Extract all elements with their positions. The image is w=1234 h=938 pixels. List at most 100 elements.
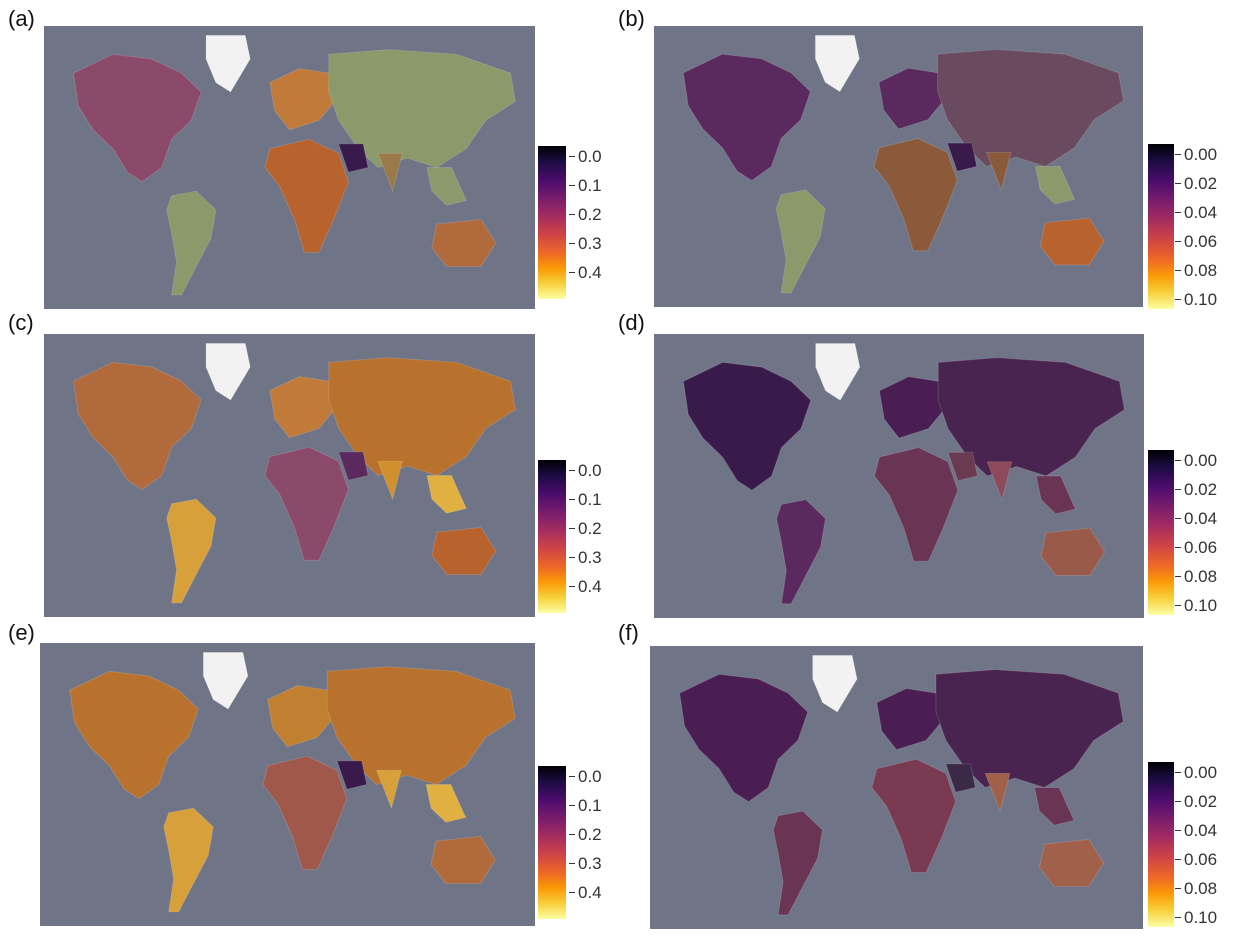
landmass-greenland [815, 342, 861, 401]
colorbar-tick: 0.08 [1174, 879, 1218, 898]
world-map-svg [40, 643, 535, 926]
landmass-north-america [682, 361, 812, 491]
colorbar-tick: 0.4 [569, 883, 602, 902]
colorbar-tick: 0.04 [1174, 203, 1218, 222]
colorbar-gradient-a [538, 146, 566, 299]
landmass-southeast-asia [426, 167, 467, 206]
colorbar-tick: 0.3 [569, 234, 602, 253]
landmass-africa [264, 446, 349, 561]
colorbar-tick: 0.10 [1174, 290, 1218, 309]
colorbar-tick: 0.0 [569, 147, 602, 166]
landmass-greenland [202, 651, 249, 710]
landmass-asia [935, 669, 1124, 789]
panel-label-a: (a) [8, 6, 35, 31]
landmass-southeast-asia [426, 475, 467, 514]
colorbar-tick: 0.02 [1174, 174, 1218, 193]
colorbar-tick: 0.2 [569, 519, 602, 538]
world-map-svg [654, 334, 1144, 618]
map-d [654, 334, 1144, 618]
landmass-asia [328, 49, 516, 169]
colorbar-tick: 0.06 [1174, 850, 1218, 869]
landmass-australia [431, 218, 497, 268]
landmass-europe [878, 67, 948, 130]
landmass-india [985, 151, 1012, 192]
colorbar-tick: 0.04 [1174, 821, 1218, 840]
landmass-southeast-asia [1034, 166, 1076, 205]
landmass-southeast-asia [1033, 787, 1075, 826]
landmass-arabia [336, 760, 368, 790]
landmass-south-america [166, 498, 217, 604]
colorbar-tick: 0.10 [1174, 908, 1218, 927]
landmass-arabia [337, 143, 369, 173]
landmass-arabia [337, 451, 369, 481]
landmass-north-america [72, 53, 202, 183]
landmass-africa [871, 758, 957, 873]
landmass-southeast-asia [1035, 475, 1077, 515]
colorbar-tick: 0.4 [569, 263, 602, 282]
landmass-south-america [775, 189, 826, 294]
colorbar-tick: 0.10 [1174, 596, 1218, 615]
panel-label-f: (f) [618, 620, 639, 645]
colorbar-tick: 0.0 [569, 461, 602, 480]
world-map-svg [44, 26, 535, 309]
colorbar-tick: 0.0 [569, 767, 602, 786]
colorbar-gradient-e [538, 766, 566, 919]
landmass-australia [1038, 838, 1105, 888]
colorbar-gradient-c [538, 460, 566, 613]
colorbar-tick: 0.00 [1174, 451, 1218, 470]
landmass-south-america [163, 807, 214, 913]
colorbar-tick: 0.2 [569, 205, 602, 224]
panel-label-e: (e) [8, 620, 35, 645]
colorbar-gradient-b [1148, 144, 1174, 309]
colorbar-tick: 0.02 [1174, 480, 1218, 499]
colorbar-tick: 0.2 [569, 825, 602, 844]
landmass-north-america [72, 361, 202, 491]
colorbar-tick: 0.4 [569, 577, 602, 596]
landmass-india [377, 460, 404, 501]
landmass-south-america [772, 810, 824, 916]
landmass-africa [262, 755, 348, 870]
landmass-australia [430, 835, 496, 885]
map-b [654, 26, 1143, 307]
landmass-europe [876, 687, 947, 751]
landmass-asia [326, 666, 516, 786]
map-a [44, 26, 535, 309]
landmass-asia [328, 357, 516, 477]
landmass-africa [873, 447, 959, 562]
landmass-india [986, 461, 1013, 502]
landmass-australia [1039, 217, 1105, 266]
landmass-africa [873, 137, 958, 252]
landmass-australia [1040, 527, 1106, 576]
landmass-north-america [682, 53, 812, 182]
landmass-north-america [679, 673, 809, 803]
map-f [650, 646, 1143, 929]
colorbar-tick: 0.06 [1174, 538, 1218, 557]
colorbar-tick: 0.1 [569, 490, 602, 509]
colorbar-gradient-d [1148, 450, 1174, 615]
colorbar-tick: 0.00 [1174, 145, 1218, 164]
colorbar-tick: 0.3 [569, 854, 602, 873]
landmass-south-america [166, 190, 217, 296]
landmass-north-america [69, 670, 199, 800]
world-map-svg [654, 26, 1143, 307]
colorbar-tick: 0.1 [569, 796, 602, 815]
landmass-europe [269, 67, 340, 131]
map-e [40, 643, 535, 926]
landmass-greenland [814, 34, 860, 93]
landmass-asia [937, 48, 1124, 168]
landmass-arabia [945, 763, 976, 793]
panel-label-c: (c) [8, 310, 34, 335]
panel-label-b: (b) [618, 6, 645, 31]
landmass-africa [264, 138, 349, 253]
landmass-europe [269, 375, 340, 439]
colorbar-tick: 0.06 [1174, 232, 1218, 251]
world-map-svg [650, 646, 1143, 929]
colorbar-gradient-f [1148, 762, 1174, 927]
landmass-greenland [205, 34, 251, 93]
landmass-europe [267, 684, 338, 748]
colorbar-tick: 0.02 [1174, 792, 1218, 811]
landmass-europe [878, 376, 949, 439]
world-map-svg [44, 334, 535, 617]
landmass-greenland [812, 654, 858, 713]
landmass-india [984, 772, 1011, 813]
